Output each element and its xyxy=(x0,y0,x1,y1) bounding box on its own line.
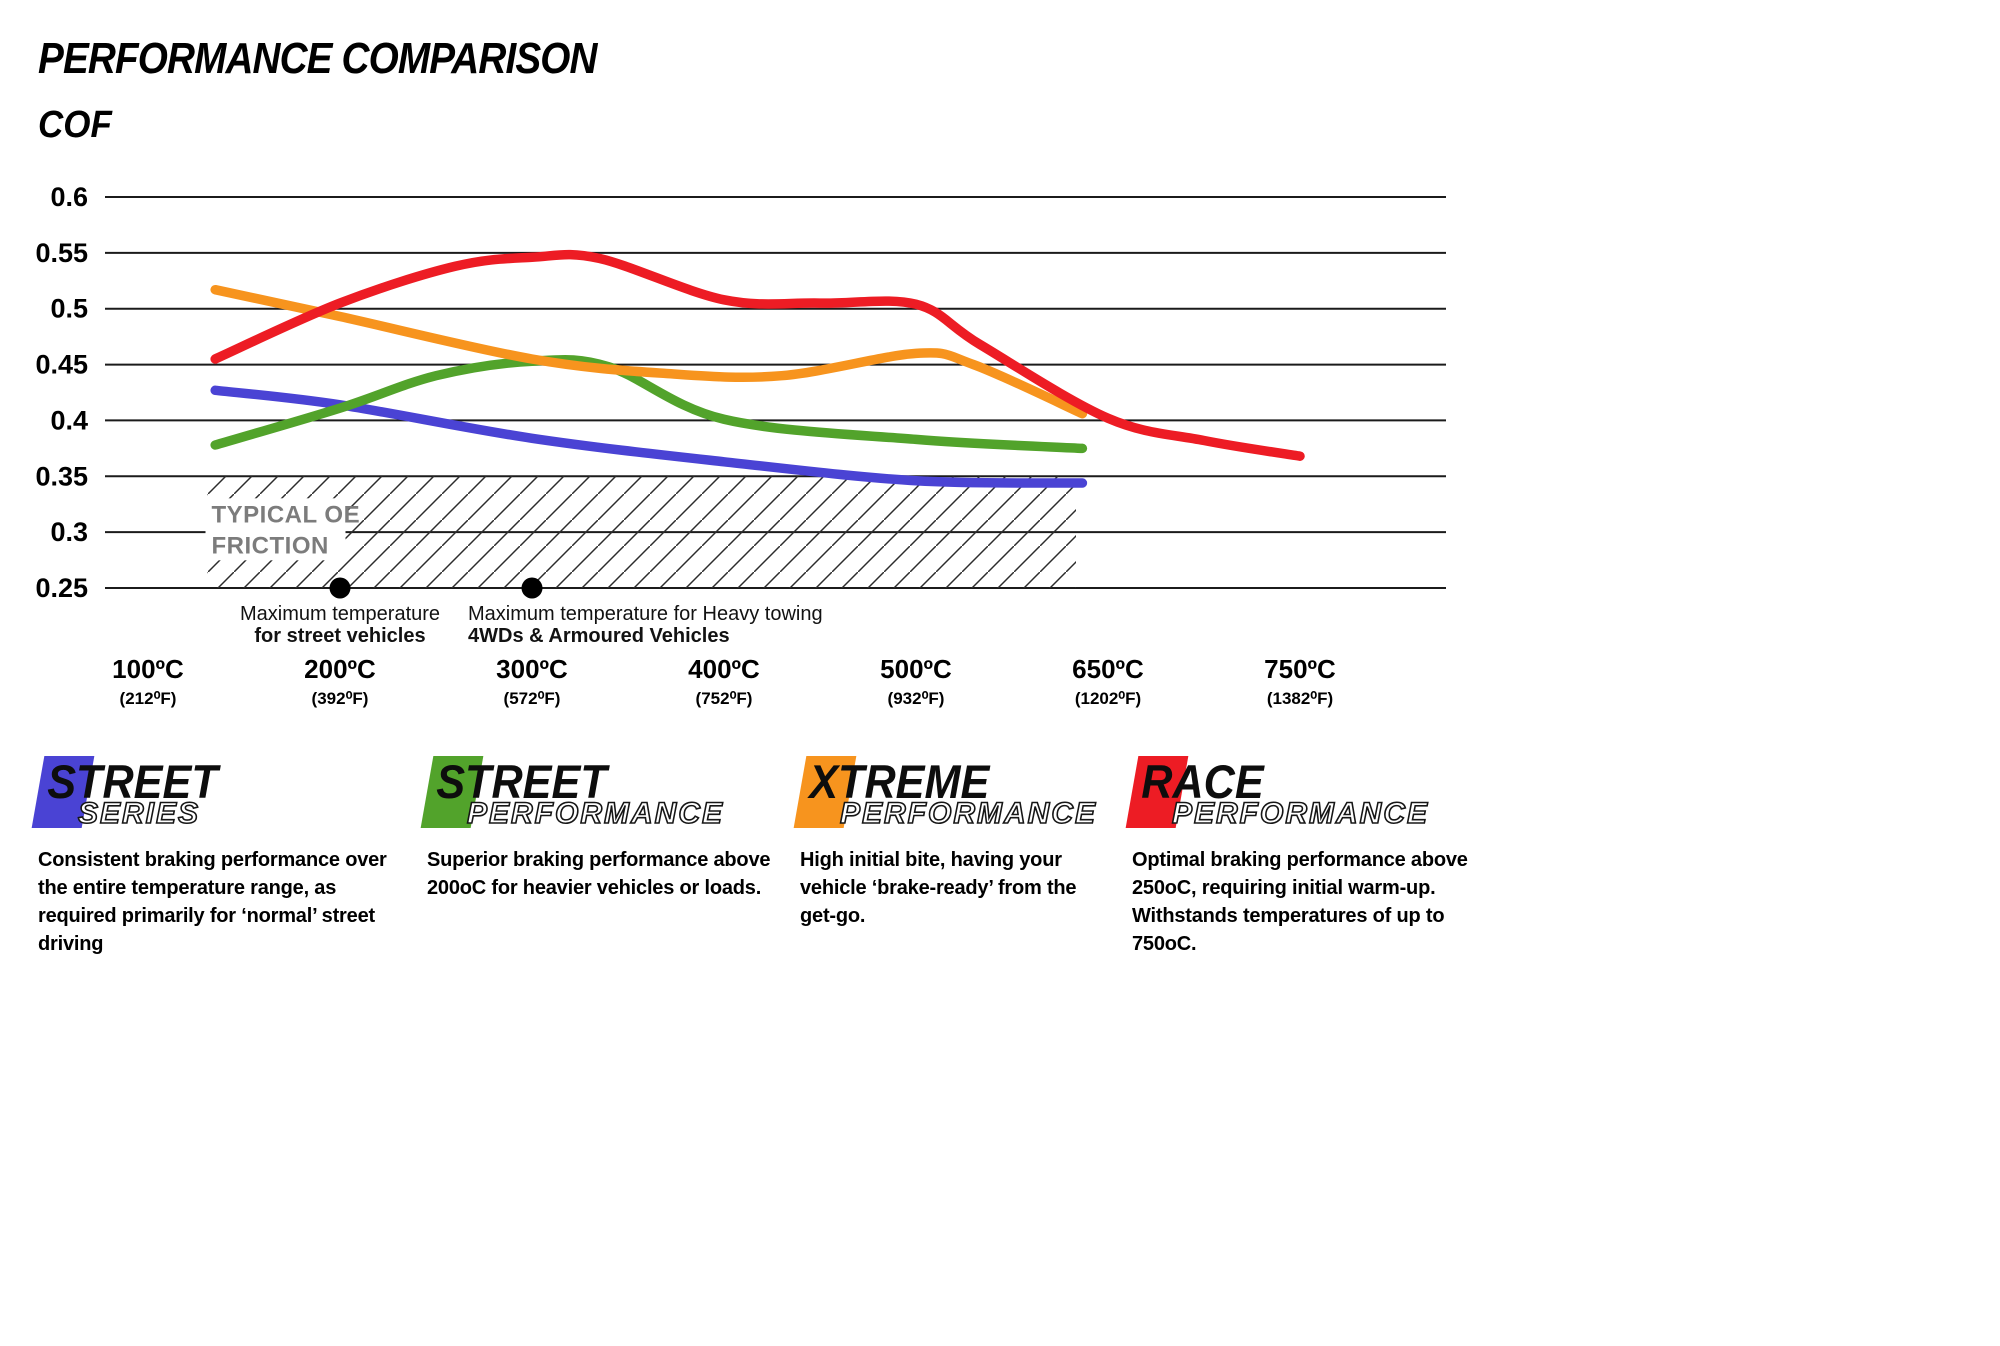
xtreme-performance-logo: XTREME PERFORMANCE xyxy=(793,752,1100,840)
oe-label-backing xyxy=(205,498,346,561)
oe-band-label-line1: TYPICAL OE xyxy=(212,501,361,528)
y-tick-label: 0.6 xyxy=(50,182,88,212)
max-temp-marker xyxy=(521,577,543,599)
legend-item-xtreme-performance: XTREME PERFORMANCE High initial bite, ha… xyxy=(793,752,1100,930)
y-tick-label: 0.5 xyxy=(50,294,88,324)
x-tick-sub-label: (572⁰F) xyxy=(504,689,561,708)
legend-item-race-performance: RACE PERFORMANCE Optimal braking perform… xyxy=(1125,752,1477,958)
typical-oe-friction-band xyxy=(207,476,1076,588)
max-temp-marker xyxy=(329,577,351,599)
legend-main-label: RACE xyxy=(1141,755,1264,808)
series-line-xtreme-performance xyxy=(210,284,1088,419)
y-axis-title: COF xyxy=(38,104,112,146)
legend-main-label: STREET xyxy=(47,755,218,808)
legend-sub-label: PERFORMANCE xyxy=(839,797,1098,830)
x-tick-sub-label: (1382⁰F) xyxy=(1267,689,1333,708)
y-tick-label: 0.35 xyxy=(35,461,88,491)
y-tick-label: 0.25 xyxy=(35,573,88,603)
legend-sub-label: PERFORMANCE xyxy=(1171,797,1430,830)
x-tick-label: 650ºC xyxy=(1072,654,1144,684)
y-tick-label: 0.45 xyxy=(35,350,88,380)
legend-description: Consistent braking performance over the … xyxy=(38,849,387,955)
x-tick-label: 500ºC xyxy=(880,654,952,684)
race-performance-logo: RACE PERFORMANCE xyxy=(1125,752,1477,840)
x-tick-label: 400ºC xyxy=(688,654,760,684)
marker-annotation-line1: Maximum temperature for Heavy towing xyxy=(468,603,823,625)
oe-band-label-line2: FRICTION xyxy=(212,532,329,559)
street-performance-logo: STREET PERFORMANCE xyxy=(420,752,795,840)
legend-main-label: XTREME xyxy=(809,755,990,808)
legend-item-street-series: STREET SERIES Consistent braking perform… xyxy=(31,752,416,958)
series-line-race-performance xyxy=(210,249,1305,461)
legend-item-street-performance: STREET PERFORMANCE Superior braking perf… xyxy=(420,752,795,902)
legend-main-label: STREET xyxy=(436,755,607,808)
x-tick-label: 100ºC xyxy=(112,654,184,684)
x-tick-label: 200ºC xyxy=(304,654,376,684)
marker-annotation-line1: Maximum temperature xyxy=(240,603,440,625)
marker-annotation-line2: for street vehicles xyxy=(254,625,425,647)
legend-sub-label: SERIES xyxy=(77,797,201,830)
street-series-logo: STREET SERIES xyxy=(31,752,416,840)
x-tick-sub-label: (932⁰F) xyxy=(888,689,945,708)
x-tick-sub-label: (392⁰F) xyxy=(312,689,369,708)
x-tick-sub-label: (212⁰F) xyxy=(120,689,177,708)
legend-description: Optimal braking performance above 250oC,… xyxy=(1132,849,1468,955)
legend-description: Superior braking performance above 200oC… xyxy=(427,849,771,899)
page-title: PERFORMANCE COMPARISON xyxy=(38,34,597,83)
marker-annotation-line2: 4WDs & Armoured Vehicles xyxy=(468,625,730,647)
x-tick-label: 750ºC xyxy=(1264,654,1336,684)
legend-description: High initial bite, having your vehicle ‘… xyxy=(800,849,1077,927)
x-tick-sub-label: (752⁰F) xyxy=(696,689,753,708)
y-tick-label: 0.3 xyxy=(50,517,88,547)
y-tick-label: 0.4 xyxy=(50,405,88,435)
y-tick-label: 0.55 xyxy=(35,238,88,268)
x-tick-label: 300ºC xyxy=(496,654,568,684)
x-tick-sub-label: (1202⁰F) xyxy=(1075,689,1141,708)
legend-sub-label: PERFORMANCE xyxy=(466,797,725,830)
